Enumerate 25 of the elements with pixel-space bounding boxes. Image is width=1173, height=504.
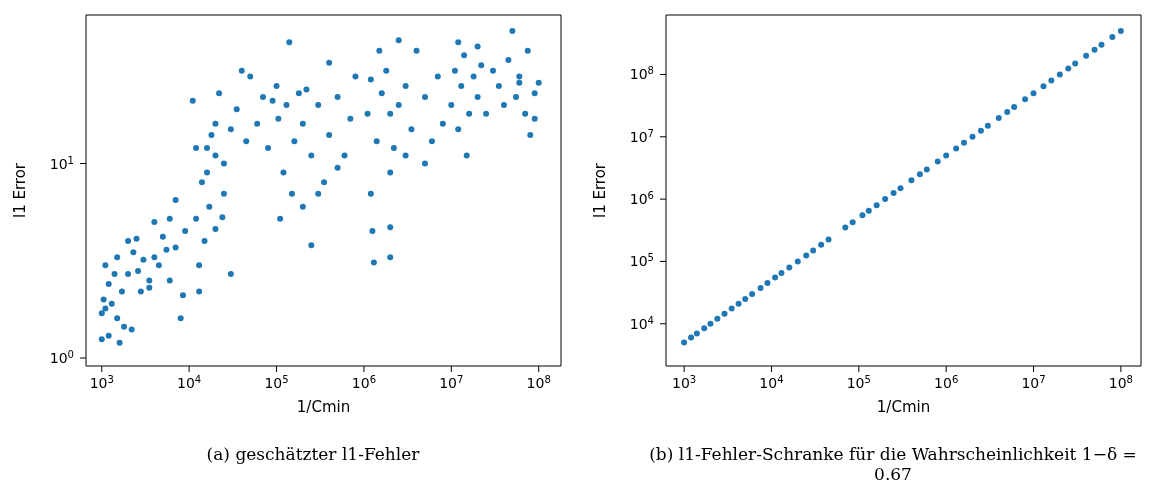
x-tick-label: 10$^{7}$ <box>439 373 464 391</box>
x-tick-label: 10$^{7}$ <box>1021 373 1046 391</box>
y-tick-label: 10$^{1}$ <box>49 154 74 172</box>
y-tick-label: 10$^{4}$ <box>629 314 654 332</box>
y-axis-title: l1 Error <box>11 162 30 219</box>
x-tick-label: 10$^{4}$ <box>177 373 202 391</box>
text: (a) geschätzter l1-Fehler <box>205 444 421 464</box>
y-tick-label: 10$^{6}$ <box>629 189 654 208</box>
x-tick-label: 10$^{8}$ <box>526 373 551 391</box>
x-tick-label: 10$^{5}$ <box>846 373 871 391</box>
x-tick-label: 10$^{3}$ <box>672 373 697 391</box>
x-tick-label: 10$^{5}$ <box>264 373 289 391</box>
text: (b) l1-Fehler-Schranke für die Wahrscheinlichkeit 1−δ = 0.67 <box>648 444 1138 484</box>
x-axis-title: 1/Cmin <box>296 398 351 416</box>
x-tick-label: 10$^{6}$ <box>351 373 377 391</box>
x-axis-title: 1/Cmin <box>876 398 931 416</box>
y-tick-label: 10$^{8}$ <box>629 64 654 83</box>
y-tick-label: 10$^{7}$ <box>629 127 654 145</box>
y-tick-label: 10$^{5}$ <box>629 251 654 270</box>
x-tick-label: 10$^{6}$ <box>934 373 959 391</box>
x-tick-label: 10$^{4}$ <box>759 373 784 391</box>
y-axis-title: l1 Error <box>591 162 610 219</box>
x-tick-label: 10$^{8}$ <box>1108 373 1133 391</box>
x-tick-label: 10$^{3}$ <box>89 373 114 391</box>
y-tick-label: 10$^{0}$ <box>49 348 74 367</box>
